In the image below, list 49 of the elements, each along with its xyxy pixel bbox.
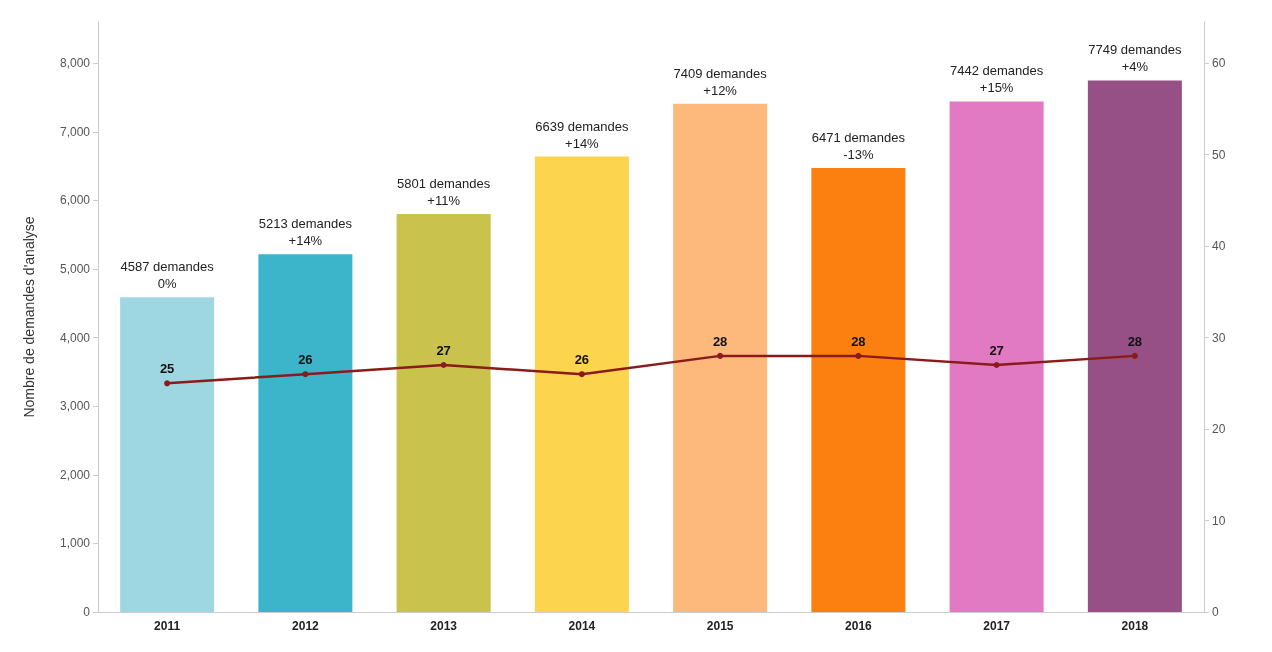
y-tick-label: 4,000 <box>59 330 91 345</box>
data-label: 25 <box>159 361 175 377</box>
data-label: 26 <box>574 352 590 368</box>
x-tick-label: 2016 <box>845 619 873 633</box>
data-label: 28 <box>712 333 728 349</box>
x-tick-label: 2015 <box>706 619 734 633</box>
data-label: 7749 demandes +4% <box>1088 42 1182 75</box>
y-tick-label: 0 <box>83 605 91 619</box>
y2-tick-label: 60 <box>1212 56 1226 71</box>
data-label: 6471 demandes -13% <box>811 130 906 163</box>
bar <box>534 156 629 612</box>
bar <box>258 254 353 612</box>
data-label: 7442 demandes +15% <box>950 63 1044 96</box>
x-tick-label: 2018 <box>1121 619 1149 633</box>
bar <box>396 214 491 612</box>
x-tick-label: 2011 <box>154 619 181 633</box>
bar <box>1087 80 1182 612</box>
data-label: 27 <box>436 343 451 359</box>
x-tick-label: 2014 <box>568 619 596 633</box>
data-label: 6639 demandes +14% <box>535 118 629 151</box>
y-tick-label: 3,000 <box>59 399 91 414</box>
y-tick-label: 7,000 <box>59 124 91 139</box>
y2-tick-label: 20 <box>1212 422 1226 437</box>
y-tick-label: 1,000 <box>59 536 91 551</box>
data-label: 4587 demandes 0% <box>120 259 215 292</box>
x-tick-label: 2017 <box>983 619 1011 633</box>
data-label: 28 <box>851 333 866 349</box>
y-tick-label: 2,000 <box>59 467 91 482</box>
y-tick-label: 6,000 <box>59 193 91 208</box>
y2-tick-label: 30 <box>1212 330 1226 345</box>
data-label: 5801 demandes +11% <box>397 176 491 209</box>
bar <box>811 168 906 612</box>
bar <box>949 101 1044 612</box>
bar <box>120 297 215 612</box>
x-tick-label: 2012 <box>292 619 320 633</box>
bar <box>673 103 768 612</box>
data-label: 7409 demandes +12% <box>673 65 768 98</box>
x-tick-label: 2013 <box>430 619 458 633</box>
y-axis-title: Nombre de demandes d'analyse <box>21 216 37 418</box>
y2-tick-label: 10 <box>1212 513 1226 528</box>
data-label: 26 <box>298 352 313 368</box>
y-tick-label: 8,000 <box>59 56 91 71</box>
data-label: 5213 demandes +14% <box>258 216 353 249</box>
y2-tick-label: 0 <box>1212 605 1219 619</box>
data-label: 28 <box>1127 333 1143 349</box>
y2-tick-label: 50 <box>1212 147 1226 162</box>
y2-tick-label: 40 <box>1212 239 1226 254</box>
data-label: 27 <box>989 343 1004 359</box>
y-tick-label: 5,000 <box>59 261 91 276</box>
